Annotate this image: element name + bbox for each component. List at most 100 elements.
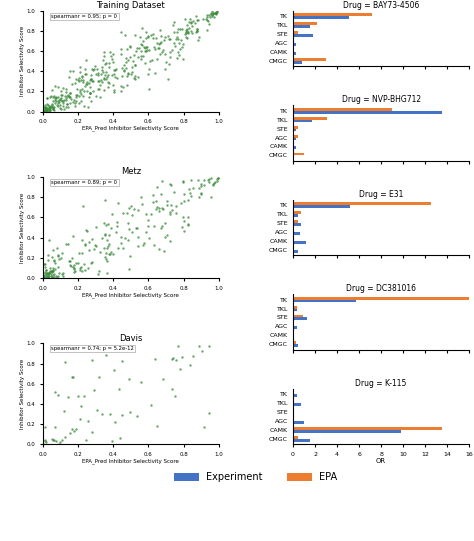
Point (46, 104, 53, 113)
Point (45, 235, 53, 244)
Point (159, 205, 166, 214)
Point (182, 29, 189, 38)
Point (57, 96, 64, 104)
Point (55, 255, 63, 263)
Point (40, 273, 47, 282)
Point (156, 50, 164, 58)
Point (98, 66, 106, 75)
Point (157, 37, 164, 46)
Point (47, 270, 55, 279)
Point (89, 87, 97, 95)
Point (108, 54, 116, 63)
Point (65, 92, 73, 101)
Point (85, 102, 92, 111)
Point (70, 373, 77, 381)
Point (130, 74, 138, 82)
Point (48, 266, 55, 275)
Point (147, 400, 155, 409)
Point (39, 107, 46, 116)
Point (98, 62, 106, 71)
Point (119, 209, 127, 218)
Point (213, 177, 221, 186)
Point (209, 7, 216, 16)
Point (100, 68, 107, 77)
Point (187, 18, 194, 27)
Point (110, 366, 118, 374)
Bar (293, 318, 307, 320)
Point (142, 28, 150, 36)
Point (199, 14, 207, 23)
Point (43, 266, 50, 274)
Point (111, 65, 118, 74)
Point (89, 65, 97, 74)
Point (50, 436, 58, 444)
Point (88, 75, 95, 83)
Point (124, 235, 131, 244)
Point (133, 47, 140, 55)
Point (82, 435, 90, 444)
Point (82, 226, 90, 235)
Point (106, 250, 114, 259)
Point (73, 259, 80, 267)
Point (179, 177, 187, 186)
Point (155, 207, 163, 215)
Point (147, 30, 155, 39)
Point (78, 249, 86, 258)
Point (49, 272, 56, 281)
Point (86, 89, 93, 97)
Point (125, 374, 132, 383)
Point (55, 272, 62, 280)
Point (63, 91, 70, 100)
Point (83, 87, 91, 95)
Point (101, 195, 109, 204)
Point (55, 96, 63, 104)
Point (96, 93, 104, 102)
Point (41, 105, 48, 114)
Point (58, 96, 66, 105)
Point (184, 28, 192, 37)
Point (161, 35, 168, 44)
Point (77, 75, 85, 84)
Point (44, 105, 51, 114)
Point (170, 39, 178, 48)
X-axis label: OR: OR (376, 458, 386, 464)
Bar (293, 345, 299, 347)
Point (42, 270, 50, 279)
Point (45, 268, 53, 277)
Point (166, 35, 174, 43)
Point (54, 391, 62, 399)
Point (49, 103, 56, 112)
X-axis label: EPA_Pred Inhibitor Selectivity Score: EPA_Pred Inhibitor Selectivity Score (82, 292, 179, 298)
Bar (293, 58, 326, 61)
Point (155, 204, 163, 213)
Point (179, 223, 186, 232)
X-axis label: EPA_Pred Inhibitor Selectivity Score: EPA_Pred Inhibitor Selectivity Score (82, 126, 179, 131)
Point (126, 41, 134, 50)
Point (62, 432, 69, 441)
Point (180, 39, 187, 48)
Point (194, 175, 202, 184)
Point (87, 75, 94, 83)
Bar (293, 439, 310, 441)
Point (186, 15, 193, 23)
Point (185, 221, 192, 229)
Point (69, 67, 77, 75)
Point (86, 75, 94, 84)
Point (78, 73, 85, 82)
Point (185, 24, 192, 32)
Point (46, 103, 54, 111)
Point (128, 228, 136, 236)
Point (93, 405, 100, 414)
Point (161, 219, 169, 227)
Point (211, 9, 219, 17)
Point (62, 96, 70, 105)
Point (49, 96, 57, 105)
Point (139, 37, 147, 46)
Bar (293, 250, 299, 253)
Point (68, 373, 76, 381)
Point (80, 101, 88, 110)
Point (126, 408, 134, 417)
Point (85, 237, 93, 246)
Point (65, 103, 73, 111)
Point (43, 272, 50, 281)
